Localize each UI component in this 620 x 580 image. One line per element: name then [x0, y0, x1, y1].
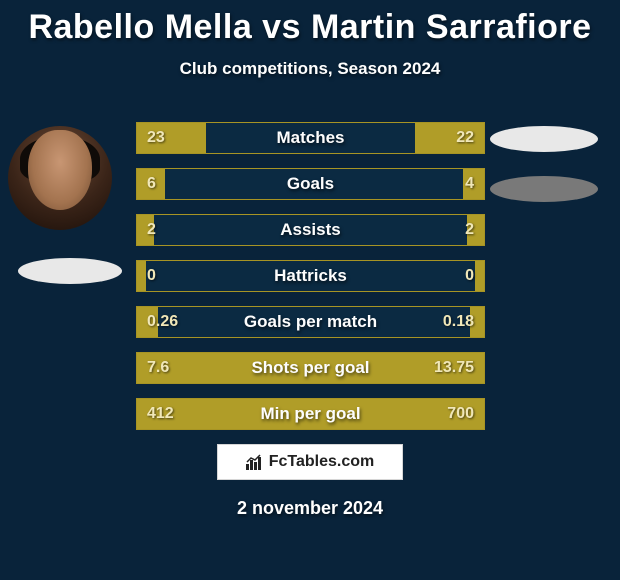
bar-value-right: 0: [465, 261, 474, 291]
player-left-badge: [18, 258, 122, 284]
date-label: 2 november 2024: [0, 498, 620, 519]
bar-value-right: 2: [465, 215, 474, 245]
bar-row-assists: 2 Assists 2: [136, 214, 485, 246]
bar-row-goals-per-match: 0.26 Goals per match 0.18: [136, 306, 485, 338]
bar-row-matches: 23 Matches 22: [136, 122, 485, 154]
bar-label: Matches: [137, 123, 484, 153]
player-right-badge-2: [490, 176, 598, 202]
chart-icon: [246, 454, 266, 470]
page-title: Rabello Mella vs Martin Sarrafiore: [0, 0, 620, 47]
bar-value-right: 13.75: [434, 353, 474, 383]
stats-bars: 23 Matches 22 6 Goals 4 2 Assists 2 0 Ha…: [136, 122, 485, 444]
player-right-badge-1: [490, 126, 598, 152]
bar-label: Hattricks: [137, 261, 484, 291]
player-left-avatar: [8, 126, 112, 230]
bar-row-hattricks: 0 Hattricks 0: [136, 260, 485, 292]
bar-row-shots-per-goal: 7.6 Shots per goal 13.75: [136, 352, 485, 384]
bar-label: Shots per goal: [137, 353, 484, 383]
bar-row-min-per-goal: 412 Min per goal 700: [136, 398, 485, 430]
bar-value-right: 4: [465, 169, 474, 199]
subtitle: Club competitions, Season 2024: [0, 59, 620, 79]
bar-label: Goals per match: [137, 307, 484, 337]
bar-value-right: 0.18: [443, 307, 474, 337]
bar-value-right: 22: [456, 123, 474, 153]
attribution-link[interactable]: FcTables.com: [217, 444, 403, 480]
bar-label: Goals: [137, 169, 484, 199]
bar-row-goals: 6 Goals 4: [136, 168, 485, 200]
avatar-face: [28, 130, 92, 210]
bar-label: Assists: [137, 215, 484, 245]
bar-label: Min per goal: [137, 399, 484, 429]
attribution-text: FcTables.com: [269, 453, 375, 471]
bar-value-right: 700: [447, 399, 474, 429]
